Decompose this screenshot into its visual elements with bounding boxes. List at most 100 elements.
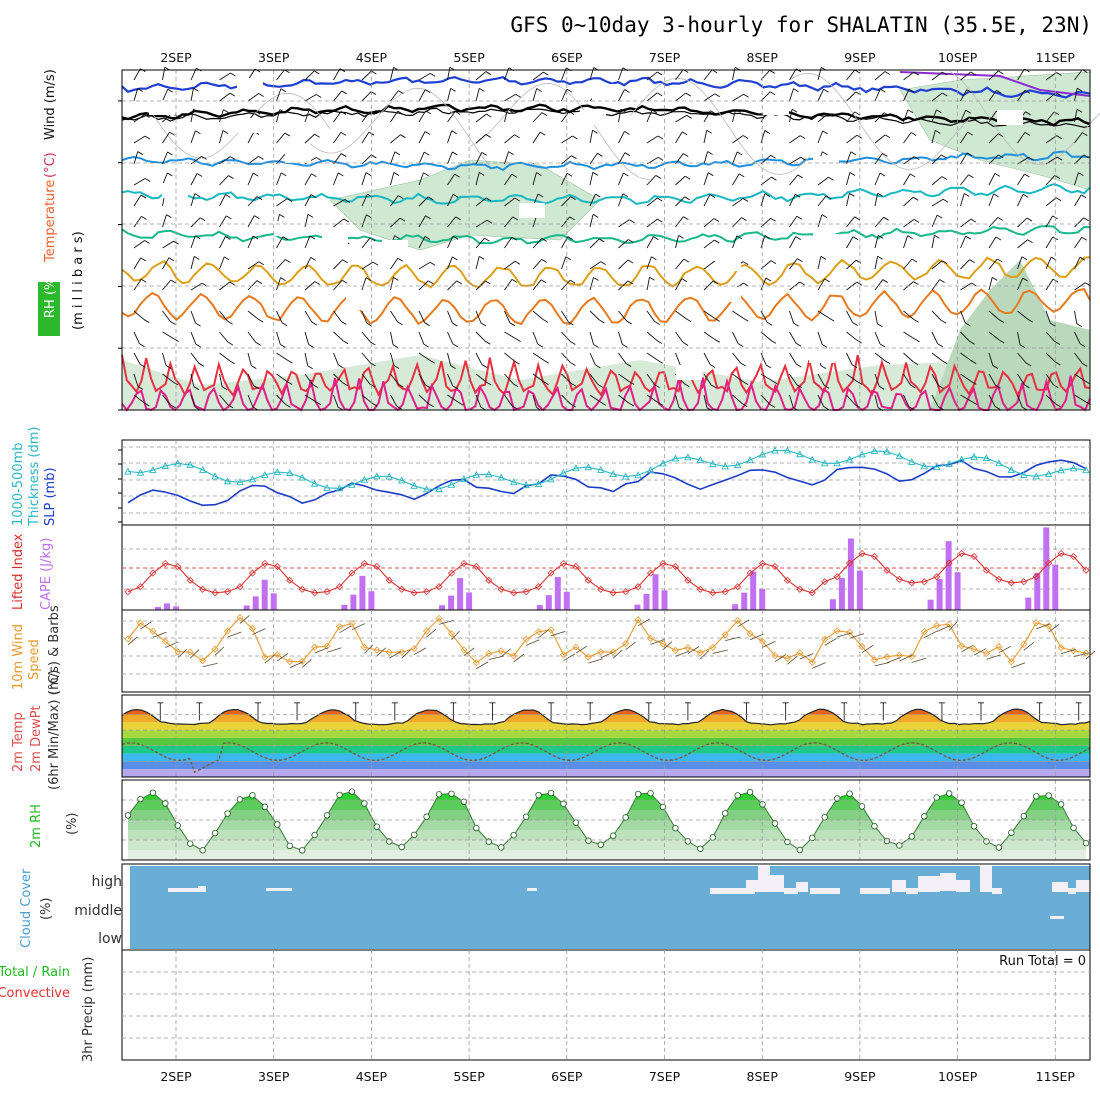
wind-barb [662,641,673,651]
wind-barb [276,373,288,382]
wind-barb-flag [572,135,578,140]
wind-barb-flag [849,192,855,197]
wind-barb [998,645,1012,654]
wind-barb-flag [742,135,749,139]
rh-2m-marker [323,812,331,819]
wind-barb [361,352,371,364]
wind-barb [1074,69,1083,81]
lifted-index-marker [746,569,754,577]
wind-speed-marker [323,642,331,650]
wind-barb [874,394,879,408]
wind-barb-flag [251,365,257,369]
wind-barb [413,647,427,655]
thickness-marker [435,485,443,492]
wind-barb-flag [370,362,376,367]
wind-barb-flag [770,217,776,222]
wind-barb [561,88,568,102]
wind-barb-flag [279,109,286,113]
wind-barb [646,277,650,291]
lifted-index-marker [709,589,717,597]
wind-barb [276,88,282,102]
thickness-marker [397,476,406,484]
wind-barb-flag [316,157,322,161]
rh-2m-marker [498,844,505,851]
wind-barb [304,373,314,385]
cape-bar [954,572,961,610]
wind-speed-marker [1057,644,1065,652]
contour-label-bg [813,156,839,171]
wind-barb-flag [195,343,202,348]
rh-2m-marker [522,813,530,820]
wind-barb [247,172,254,186]
wind-barb-flag [941,154,947,159]
wind-barb [532,373,544,383]
wind-barb [376,647,387,657]
wind-barb [789,258,798,270]
wind-barb [127,636,138,646]
wind-barb-flag [965,109,971,114]
wind-barb [361,172,367,186]
wind-barb-flag [227,341,234,346]
wind-barb-flag [172,381,179,386]
wind-barb-flag [371,70,377,75]
wind-barb [219,175,229,186]
wind-barb-flag [995,236,1002,241]
wind-barb-flag [228,175,234,179]
lifted-index-marker [721,588,729,596]
wind-barb-flag [223,109,229,114]
temp-2m-line [121,708,1091,726]
cape-bar [563,591,570,610]
wind-barb [589,261,601,270]
contour-label-bg [715,287,741,302]
wind-barb [1074,88,1078,102]
wind-barb [960,331,970,342]
wind-barb-flag [742,198,749,202]
lifted-index-marker [684,576,692,584]
wind-barb-flag [543,359,550,364]
rh-2m-marker [709,834,716,841]
wind-barb [903,373,911,386]
rh-2m-marker [858,803,866,810]
lifted-index-marker [696,585,704,593]
wind-barb [532,88,538,102]
wind-barb [817,278,826,291]
wind-barb [575,645,588,654]
wind-barb [532,71,544,81]
wind-barb [874,153,883,165]
wind-barb-flag [369,237,376,242]
wind-barb-flag [514,260,521,265]
wind-speed-marker [373,646,381,654]
wind-barb [703,352,711,365]
wind-barb [1036,623,1051,630]
wind-barb-flag [795,236,801,240]
thickness-marker [895,452,904,459]
wind-barb [988,70,999,81]
lifted-index-marker [883,566,891,574]
wind-barb-flag [337,172,344,177]
thickness-marker [982,454,991,462]
wind-barb [190,256,195,270]
wind-barb [133,373,139,387]
wind-barb-flag [624,89,630,93]
wind-barb [162,131,170,144]
wind-barb [703,280,714,291]
wind-barb [190,88,194,102]
wind-barb [589,277,594,291]
wind-barb-flag [287,359,293,364]
cape-bar [341,604,348,610]
wind-barb-flag [281,322,288,327]
wind-barb [532,172,537,186]
wind-barb [561,373,572,384]
wind-barb [789,88,794,102]
wind-barb [447,130,453,144]
wind-barb [960,193,965,207]
wind-barb-flag [800,156,806,161]
lifted-index-label: Lifted Index [11,533,26,610]
wind-barb [817,113,829,123]
wind-barb [1073,652,1089,658]
wind-barb-flag [995,384,1001,389]
wind-speed-marker [248,624,256,633]
wind-barb-flag [1026,217,1033,222]
wind-barb-flag [1027,239,1033,244]
cloud-clear-patch [266,888,292,891]
